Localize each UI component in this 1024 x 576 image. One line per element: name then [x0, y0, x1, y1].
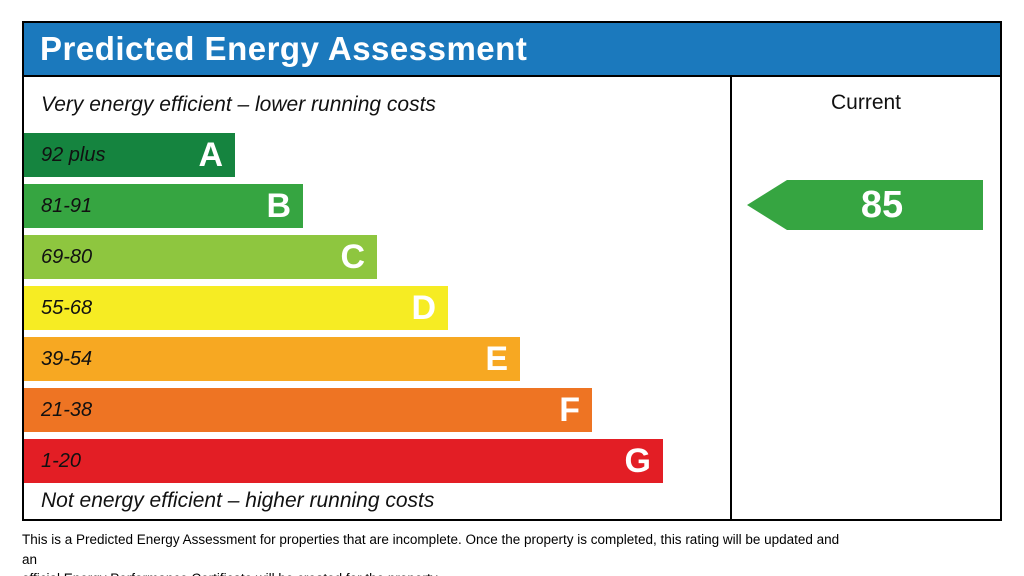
rating-band-f: 21-38 F — [24, 388, 592, 432]
disclaimer-line-2: official Energy Performance Certificate … — [22, 569, 852, 576]
current-column-header: Current — [830, 91, 902, 114]
band-letter-label: F — [559, 391, 580, 429]
band-range-label: 81-91 — [41, 194, 93, 217]
rating-scale-panel: Very energy efficient – lower running co… — [24, 77, 730, 519]
band-letter-label: B — [266, 187, 291, 225]
band-letter-label: E — [485, 340, 508, 378]
caption-not-efficient: Not energy efficient – higher running co… — [41, 489, 435, 512]
rating-band-d: 55-68 D — [24, 286, 448, 330]
rating-band-e: 39-54 E — [24, 337, 520, 381]
rating-band-b: 81-91 B — [24, 184, 303, 228]
caption-efficient: Very energy efficient – lower running co… — [41, 93, 436, 116]
band-letter-label: G — [624, 442, 651, 480]
band-range-label: 55-68 — [41, 296, 93, 319]
current-rating-value: 85 — [860, 183, 904, 226]
epc-chart-frame: Predicted Energy Assessment Very energy … — [22, 21, 1002, 521]
rating-band-a: 92 plus A — [24, 133, 235, 177]
chart-header: Predicted Energy Assessment — [24, 23, 1000, 77]
current-rating-column: Current 85 — [730, 77, 1000, 519]
current-rating-arrow: 85 — [747, 180, 983, 230]
rating-band-g: 1-20 G — [24, 439, 663, 483]
band-range-label: 1-20 — [41, 449, 82, 472]
disclaimer-line-1: This is a Predicted Energy Assessment fo… — [22, 532, 840, 567]
band-letter-label: D — [411, 289, 436, 327]
rating-bands: 92 plus A 81-91 B 69-80 C 55-68 D 39-54 … — [24, 133, 730, 483]
chart-body: Very energy efficient – lower running co… — [24, 77, 1000, 519]
page-title: Predicted Energy Assessment — [40, 30, 528, 67]
rating-band-c: 69-80 C — [24, 235, 377, 279]
band-range-label: 92 plus — [41, 143, 106, 166]
disclaimer-text: This is a Predicted Energy Assessment fo… — [22, 530, 852, 576]
band-range-label: 39-54 — [41, 347, 93, 370]
band-range-label: 21-38 — [41, 398, 93, 421]
band-range-label: 69-80 — [41, 245, 93, 268]
band-letter-label: A — [198, 136, 223, 174]
band-letter-label: C — [340, 238, 365, 276]
